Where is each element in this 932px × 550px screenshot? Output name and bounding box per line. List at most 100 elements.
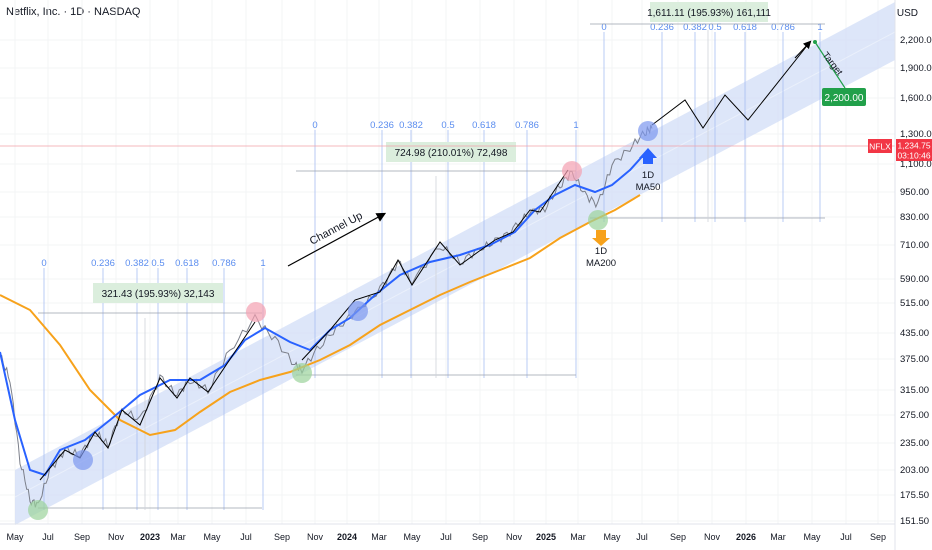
time-tick-label: Mar: [371, 532, 387, 542]
time-tick-label: Sep: [274, 532, 290, 542]
fib-label: 0.236: [91, 258, 115, 269]
fib-label: 0.618: [472, 120, 496, 131]
price-tick-label: 275.00: [900, 410, 929, 421]
ma200-line: [0, 194, 641, 437]
measure-text-3: 1,611.11 (195.93%) 161,111: [647, 8, 771, 19]
fib-label: 0.618: [175, 258, 199, 269]
ma50-label-2: MA50: [636, 182, 661, 193]
fib-label: 0.236: [370, 120, 394, 131]
fib-label: 1: [260, 258, 265, 269]
ma200-pointer: [592, 230, 610, 246]
fib-label: 1: [817, 22, 822, 33]
fib-label: 0.618: [733, 22, 757, 33]
fib-label: 0: [601, 22, 606, 33]
zigzag-leg-2: [301, 169, 569, 361]
projection-zigzag: [651, 41, 811, 129]
price-tick-label: 151.50: [900, 516, 929, 527]
price-axis[interactable]: 2,200.00 1,900.00 1,600.00 1,300.00 1,100.00…: [900, 35, 932, 527]
price-tick-label: 235.00: [900, 438, 929, 449]
measure-text-2: 724.98 (210.01%) 72,498: [395, 148, 508, 159]
time-tick-label: 2026: [736, 532, 756, 542]
current-price-countdown: 03:10:46: [897, 151, 930, 161]
time-tick-label: Sep: [870, 532, 886, 542]
fib-label: 0.786: [212, 258, 236, 269]
ma50-label-1: 1D: [642, 170, 654, 181]
fib-label: 0.236: [650, 22, 674, 33]
time-axis[interactable]: May Jul Sep Nov 2023 Mar May Jul Sep Nov 2024 Mar Ma…: [6, 532, 886, 542]
target-value-badge: [822, 88, 866, 106]
time-tick-label: Jul: [440, 532, 452, 542]
current-price-value: 1,234.75: [897, 141, 930, 151]
fib-label: 0.5: [708, 22, 721, 33]
fib-label: 0.786: [515, 120, 539, 131]
fib-label: 0.5: [151, 258, 164, 269]
price-tick-label: 1,100.00: [900, 159, 932, 170]
time-tick-label: May: [803, 532, 821, 542]
fib-label: 0.5: [441, 120, 454, 131]
target-value-text: 2,200.00: [825, 93, 864, 104]
price-tick-label: 950.00: [900, 187, 929, 198]
pivot-circles: [28, 121, 658, 520]
fib-label: 0.382: [399, 120, 423, 131]
time-tick-label: Nov: [506, 532, 523, 542]
time-tick-label: Mar: [570, 532, 586, 542]
time-tick-label: Jul: [636, 532, 648, 542]
time-tick-label: Mar: [770, 532, 786, 542]
chart-title: Netflix, Inc. · 1D · NASDAQ: [6, 6, 141, 18]
time-tick-label: Mar: [170, 532, 186, 542]
fib-label: 0.382: [683, 22, 707, 33]
fib-time-zones: 0 0.236 0.382 0.5 0.618 0.786 10 0.236 0.382 0.5 0…: [41, 22, 823, 510]
fib-label: 0: [312, 120, 317, 131]
time-tick-label: Nov: [307, 532, 324, 542]
ma200-label-2: MA200: [586, 258, 616, 269]
time-tick-label: Sep: [74, 532, 90, 542]
time-tick-label: 2024: [337, 532, 357, 542]
target-line: [814, 41, 846, 89]
price-tick-label: 830.00: [900, 212, 929, 223]
time-tick-label: Jul: [840, 532, 852, 542]
time-tick-label: May: [203, 532, 221, 542]
price-tick-label: 315.00: [900, 385, 929, 396]
currency-label: USD: [896, 8, 918, 19]
price-tick-label: 1,600.00: [900, 93, 932, 104]
ticker-tag-text: NFLX: [869, 142, 891, 152]
price-tick-label: 590.00: [900, 274, 929, 285]
ticker-tag: [868, 139, 892, 153]
price-tick-label: 175.50: [900, 490, 929, 501]
time-tick-label: Nov: [704, 532, 721, 542]
fib-label: 0.786: [771, 22, 795, 33]
price-tick-label: 710.00: [900, 240, 929, 251]
time-tick-label: Sep: [670, 532, 686, 542]
time-tick-label: 2023: [140, 532, 160, 542]
measure-box-3: [650, 2, 768, 22]
price-tick-label: 1,900.00: [900, 63, 932, 74]
fib-label: 0: [41, 258, 46, 269]
channel-up-arrow: [287, 212, 387, 267]
measure-box-2: [386, 142, 516, 162]
time-tick-label: Sep: [472, 532, 488, 542]
ma50-pointer: [639, 148, 657, 164]
channel-up-band: [15, 2, 895, 525]
fib-label: 1: [573, 120, 578, 131]
ma200-label-1: 1D: [595, 246, 607, 257]
price-tick-label: 1,300.00: [900, 129, 932, 140]
measure-box-1: [93, 283, 223, 303]
target-point: [813, 40, 817, 44]
price-tick-label: 435.00: [900, 328, 929, 339]
price-tick-label: 203.00: [900, 465, 929, 476]
current-price-tag: [896, 139, 932, 161]
measure-text-1: 321.43 (195.93%) 32,143: [102, 289, 215, 300]
price-tick-label: 2,200.00: [900, 35, 932, 46]
projection-arrowhead: [794, 40, 812, 59]
price-tick-label: 515.00: [900, 298, 929, 309]
time-tick-label: Jul: [240, 532, 252, 542]
time-tick-label: 2025: [536, 532, 556, 542]
time-tick-label: Jul: [42, 532, 54, 542]
time-tick-label: May: [6, 532, 24, 542]
fib-label: 0.382: [125, 258, 149, 269]
time-tick-label: Nov: [108, 532, 125, 542]
time-tick-label: May: [403, 532, 421, 542]
time-tick-label: May: [603, 532, 621, 542]
price-tick-label: 375.00: [900, 354, 929, 365]
